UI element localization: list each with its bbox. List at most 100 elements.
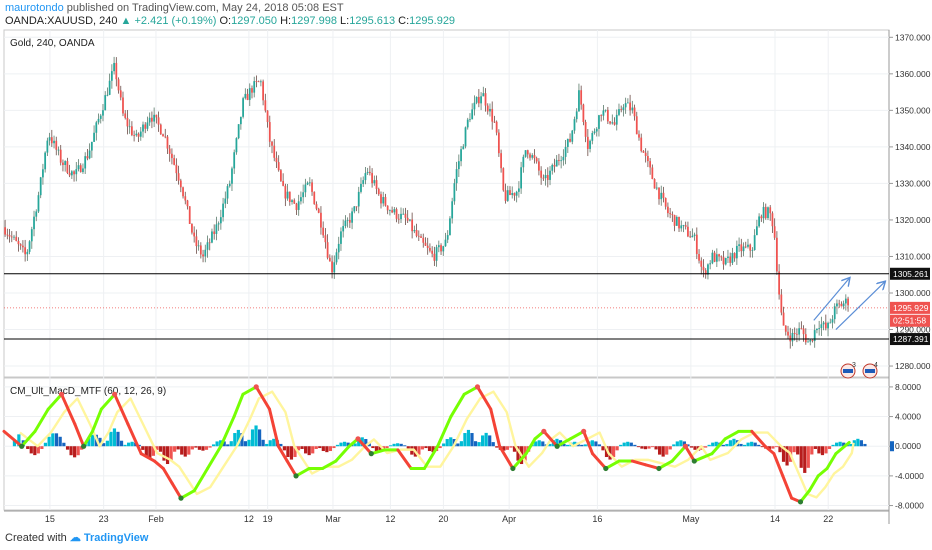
candle-up [128, 126, 131, 128]
histogram-bar-negative [328, 446, 332, 452]
histogram-bar-positive [707, 444, 711, 447]
trend-arrow[interactable] [813, 278, 849, 321]
histogram-bar-positive [215, 441, 219, 447]
macd-line-rising [334, 444, 351, 463]
candle-up [466, 119, 469, 128]
candle-down [10, 236, 13, 238]
candle-up [217, 223, 220, 225]
candle-down [280, 170, 282, 181]
candle-up [738, 244, 740, 246]
indicator-tick-label: -8.0000 [895, 501, 924, 511]
macd-cross-dot [510, 465, 516, 472]
price-tick-label: 1350.000 [895, 105, 931, 115]
candle-down [664, 197, 667, 207]
candle-up [291, 200, 293, 202]
candle-down [718, 254, 720, 257]
candle-up [75, 169, 78, 175]
candle-down [397, 218, 400, 220]
candle-up [626, 102, 629, 104]
histogram-bar-positive [127, 442, 131, 447]
histogram-bar-positive [590, 440, 594, 447]
histogram-bar-positive [353, 443, 357, 447]
candle-up [26, 251, 29, 255]
candle-down [377, 188, 380, 195]
candle-up [353, 206, 356, 212]
price-tick-label: 1300.000 [895, 288, 931, 298]
candle-up [215, 224, 218, 234]
candle-up [82, 168, 84, 173]
candle-up [715, 254, 718, 262]
candle-up [675, 216, 678, 226]
histogram-bar-positive [54, 433, 59, 447]
candle-down [620, 109, 623, 111]
candle-down [184, 196, 187, 201]
candle-up [691, 235, 694, 238]
candle-up [39, 177, 42, 196]
candle-up [604, 109, 607, 111]
histogram-bar-negative [813, 446, 817, 449]
candle-up [139, 131, 142, 137]
histogram-bar-positive [272, 438, 276, 447]
candle-down [8, 235, 11, 237]
candle-up [302, 192, 305, 198]
candle-down [375, 180, 378, 189]
histogram-bar-negative [169, 446, 173, 461]
candle-up [106, 94, 109, 96]
candle-up [655, 187, 658, 189]
candle-down [669, 213, 672, 215]
candle-up [413, 230, 416, 232]
histogram-bar-positive [109, 431, 113, 447]
histogram-bar-positive [675, 441, 679, 447]
histogram-bar-positive [62, 442, 66, 447]
histogram-bar-positive [534, 441, 538, 447]
candle-up [551, 164, 554, 171]
axis-price-badge-text: 1287.391 [893, 334, 929, 344]
histogram-bar-positive [672, 444, 676, 447]
price-pane[interactable] [3, 29, 890, 378]
histogram-bar-negative [495, 446, 499, 448]
macd-line-falling [582, 429, 595, 456]
histogram-bar-positive [863, 443, 867, 447]
publisher-link[interactable]: maurotondo [5, 2, 64, 14]
histogram-bar-negative [647, 446, 651, 449]
tradingview-brand[interactable]: TradingView [83, 532, 149, 544]
macd-line-falling [763, 444, 776, 456]
candle-up [226, 186, 229, 199]
candle-down [179, 180, 182, 188]
histogram-bar-positive [470, 433, 474, 447]
low-label: L: [340, 15, 350, 27]
histogram-bar-negative [774, 446, 779, 448]
candle-up [455, 169, 458, 184]
candle-down [704, 270, 707, 275]
candle-down [776, 237, 778, 272]
macd-line-falling [475, 385, 493, 411]
histogram-bar-positive [403, 445, 407, 447]
histogram-bar-positive [565, 444, 570, 447]
price-tick-label: 1370.000 [895, 32, 931, 42]
low-value: 1295.613 [349, 15, 396, 27]
candle-down [262, 81, 265, 101]
candle-up [300, 197, 302, 202]
candle-up [742, 246, 745, 252]
histogram-bar-positive [243, 441, 248, 447]
candle-down [133, 135, 136, 136]
macd-line-rising [449, 392, 466, 419]
histogram-bar-positive [279, 443, 283, 447]
candle-up [442, 246, 445, 252]
candle-up [813, 330, 816, 342]
candle-up [373, 180, 376, 184]
macd-line-falling [489, 407, 502, 448]
candle-down [168, 148, 171, 154]
candle-up [820, 324, 823, 329]
price-tick-label: 1360.000 [895, 69, 931, 79]
histogram-bar-positive [87, 437, 91, 447]
macd-cross-dot [656, 465, 662, 472]
candle-down [155, 114, 158, 118]
trend-arrow[interactable] [835, 282, 885, 330]
histogram-bar-negative [282, 446, 286, 451]
histogram-bar-positive [573, 441, 577, 447]
candle-down [4, 227, 7, 235]
candle-up [306, 182, 309, 185]
candle-up [388, 210, 391, 212]
